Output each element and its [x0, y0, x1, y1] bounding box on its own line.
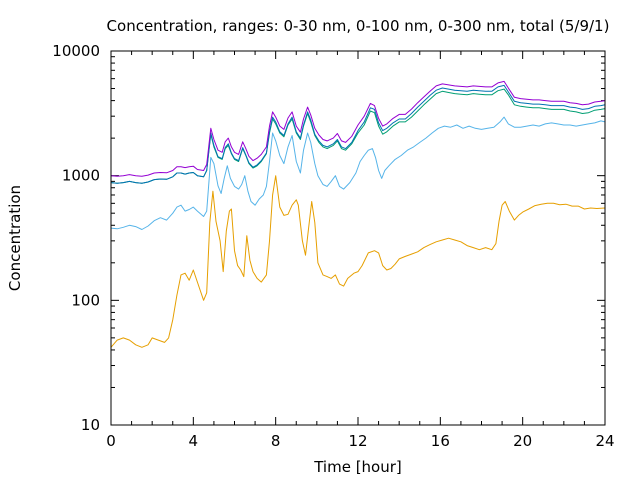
x-tick-label: 4 [189, 432, 199, 450]
series-line-2 [110, 88, 606, 184]
y-tick-label: 10 [81, 416, 100, 434]
series-line-1 [110, 116, 606, 230]
x-tick-label: 24 [595, 432, 614, 450]
x-tick-label: 12 [348, 432, 367, 450]
y-axis-label: Concentration [6, 185, 24, 291]
axis-ticks: 0 4 8 12 16 20 24 10 100 1000 10000 [52, 42, 614, 450]
series-line-0 [110, 175, 606, 348]
x-tick-label: 16 [431, 432, 450, 450]
x-tick-label: 20 [513, 432, 532, 450]
x-axis-label: Time [hour] [313, 458, 402, 476]
x-tick-label: 0 [106, 432, 116, 450]
y-tick-label: 1000 [62, 167, 100, 185]
series-line-4 [110, 80, 606, 177]
y-tick-label: 10000 [52, 42, 100, 60]
y-tick-label: 100 [71, 291, 100, 309]
x-tick-label: 8 [271, 432, 281, 450]
chart-title: Concentration, ranges: 0-30 nm, 0-100 nm… [107, 17, 610, 35]
series-line-3 [110, 84, 606, 184]
plot-frame [110, 50, 606, 426]
series-lines [110, 80, 606, 348]
